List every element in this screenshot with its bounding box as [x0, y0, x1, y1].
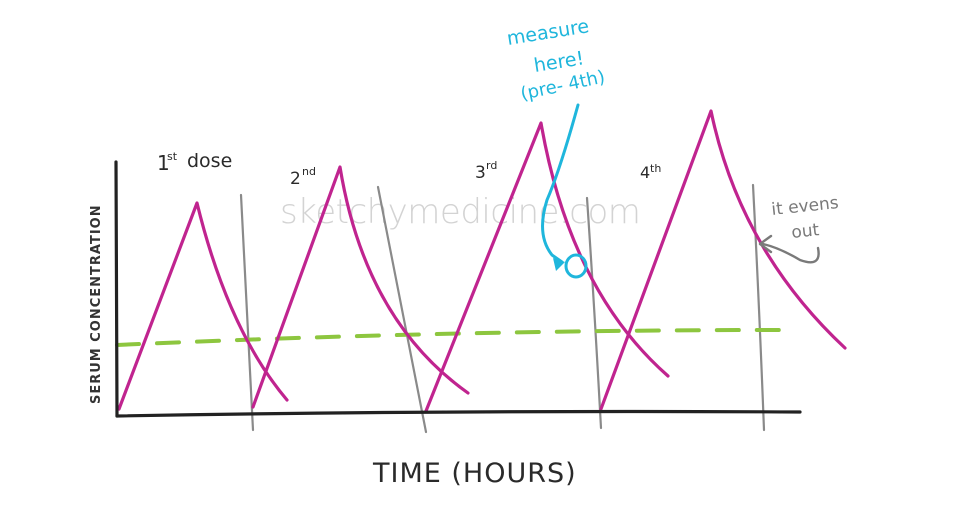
dose-2-superscript: nd — [302, 165, 316, 178]
dose-lines — [239, 183, 766, 434]
concentration-curves — [117, 109, 847, 413]
axes — [114, 160, 802, 418]
dose-3-number: 3 — [475, 163, 486, 183]
dose-line-5 — [751, 183, 766, 432]
x-axis-label: TIME (HOURS) — [372, 458, 577, 489]
x-axis — [115, 409, 802, 418]
watermark: sketchymedicine.com — [280, 192, 640, 232]
dose-line-2 — [239, 193, 255, 432]
dose-2-number: 2 — [290, 169, 301, 189]
dose-1-number: 1 — [157, 151, 170, 175]
evens-out-arrow-icon — [761, 242, 820, 264]
dose-line-4 — [585, 196, 603, 430]
dose-1-word: dose — [187, 150, 232, 172]
dose-4-number: 4 — [640, 163, 650, 182]
dose-3-curve — [424, 121, 670, 413]
y-axis — [114, 160, 119, 418]
measure-arrowhead-icon — [553, 258, 565, 271]
dose-line-3 — [376, 185, 428, 434]
evens-text-line-1: it evens — [770, 193, 839, 220]
dose-1-superscript: st — [167, 150, 178, 163]
dose-3-superscript: rd — [486, 159, 497, 172]
measure-arrow-icon — [541, 103, 580, 264]
dose-1-curve — [117, 201, 289, 411]
evens-out-annotation: it evens out — [770, 193, 839, 243]
evens-out-arrowhead-icon — [758, 234, 773, 254]
dose-4-curve — [599, 109, 847, 411]
threshold-dashed-line — [115, 328, 782, 347]
dose-labels: 1 st dose 2 nd 3 rd 4 th — [157, 150, 661, 189]
dose-4-superscript: th — [650, 162, 661, 175]
evens-text-line-2: out — [790, 220, 820, 243]
measure-here-annotation: measure here! (pre- 4th) — [505, 15, 607, 105]
y-axis-label: SERUM CONCENTRATION — [89, 204, 104, 404]
measure-text-line-1: measure — [505, 15, 590, 50]
trough-circle-icon — [564, 253, 588, 279]
